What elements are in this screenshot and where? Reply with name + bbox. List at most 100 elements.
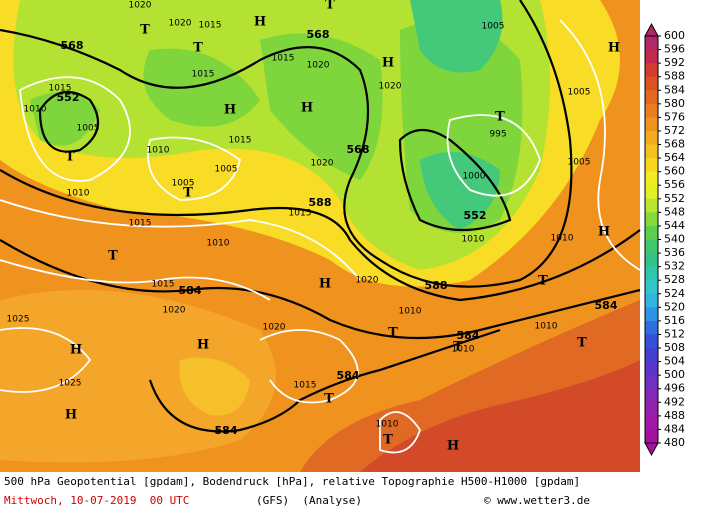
colorbar-end [644, 442, 659, 457]
isobar-label: 1015 [294, 381, 317, 391]
pressure-center: T [325, 0, 335, 13]
isobar-label: 1015 [199, 21, 222, 31]
isobar-label: 1005 [568, 88, 591, 98]
isobar-label: 1020 [311, 159, 334, 169]
area [410, 0, 503, 230]
isobar-label: 1010 [551, 234, 574, 244]
pressure-center: T [388, 326, 398, 341]
colorbar-label: 592 [664, 56, 685, 69]
colorbar-segment [645, 253, 658, 268]
isobar-label: 1010 [452, 345, 475, 355]
colorbar-segment [645, 212, 658, 227]
isobar-label: 1020 [263, 323, 286, 333]
isobar-label: 1000 [463, 172, 486, 182]
colorbar-segment [645, 36, 658, 51]
colorbar-label: 484 [664, 422, 685, 435]
colorbar-end [644, 22, 659, 37]
isobar-label: 1010 [67, 189, 90, 199]
colorbar-segment [645, 320, 658, 335]
pressure-center: H [70, 343, 82, 358]
colorbar-label: 544 [664, 219, 685, 232]
isobar-label: 1015 [49, 84, 72, 94]
footer-date: Mittwoch, 10-07-2019 00 UTC [4, 494, 189, 507]
isohypse-label: 584 [215, 424, 238, 437]
colorbar-segment [645, 375, 658, 390]
isobar-label: 1020 [379, 82, 402, 92]
colorbar-segment [645, 90, 658, 105]
area [0, 290, 276, 463]
colorbar-label: 556 [664, 178, 685, 191]
colorbar-segment [645, 361, 658, 376]
isobar-label: 1015 [152, 280, 175, 290]
isobar-label: 1010 [535, 322, 558, 332]
pressure-center: T [65, 150, 75, 165]
colorbar-segment [645, 266, 658, 281]
isobar-label: 1010 [376, 420, 399, 430]
area [360, 360, 640, 472]
isobar-label: 1010 [147, 146, 170, 156]
isohypse-label: 568 [61, 39, 84, 52]
colorbar-label: 552 [664, 192, 685, 205]
isobar-label: 1020 [307, 61, 330, 71]
colorbar-segment [645, 144, 658, 159]
map-labels: 568 552 568 568 588 552 584 588 584 584 584 584 1020… [7, 0, 621, 454]
colorbar-segment [645, 63, 658, 78]
colorbar-segment [645, 225, 658, 240]
colorbar-label: 492 [664, 395, 685, 408]
colorbar-label: 580 [664, 97, 685, 110]
pressure-center: T [183, 186, 193, 201]
isohypse-label: 584 [595, 299, 618, 312]
pressure-center: H [382, 56, 394, 71]
isobar-label: 1025 [59, 379, 82, 389]
isohypse-label: 552 [464, 209, 487, 222]
isobar-label: 1015 [272, 54, 295, 64]
area [30, 20, 523, 233]
isobar-label: 1015 [192, 70, 215, 80]
isobar-label: 1005 [77, 124, 100, 134]
colorbar-segment [645, 280, 658, 295]
isobar-label: 1010 [399, 307, 422, 317]
pressure-center: H [608, 41, 620, 56]
isohypse-label: 588 [425, 279, 448, 292]
colorbar-segment [645, 307, 658, 322]
pressure-center: H [598, 225, 610, 240]
colorbar-segment [645, 185, 658, 200]
isobar-label: 1005 [482, 22, 505, 32]
pressure-center: T [495, 110, 505, 125]
isobar-label: 995 [489, 130, 506, 140]
isobar-label: 1025 [7, 315, 30, 325]
colorbar-segment [645, 49, 658, 64]
isobar-label: 1010 [207, 239, 230, 249]
isobar-label: 1020 [356, 276, 379, 286]
isobar-label: 1020 [169, 19, 192, 29]
isobar-label: 1015 [129, 219, 152, 229]
footer-copyright: © www.wetter3.de [484, 494, 590, 507]
footer-model: (GFS) (Analyse) [256, 494, 362, 507]
isohypse-label: 584 [179, 284, 202, 297]
colorbar-segment [645, 158, 658, 173]
colorbar-label: 508 [664, 341, 685, 354]
pressure-center: T [140, 23, 150, 38]
colorbar-label: 536 [664, 246, 685, 259]
colorbar-label: 516 [664, 314, 685, 327]
map: 568 552 568 568 588 552 584 588 584 584 584 584 1020… [0, 0, 641, 472]
colorbar-label: 524 [664, 287, 685, 300]
pressure-center: T [453, 340, 463, 355]
colorbar-label: 528 [664, 273, 685, 286]
isobar-label: 1015 [289, 209, 312, 219]
colorbar-label: 500 [664, 368, 685, 381]
colorbar-label: 504 [664, 355, 685, 368]
isobar-label: 1005 [568, 158, 591, 168]
colorbar-label: 560 [664, 165, 685, 178]
colorbar-label: 548 [664, 205, 685, 218]
colorbar-segment [645, 402, 658, 417]
colorbar-segment [645, 130, 658, 146]
colorbar-label: 568 [664, 138, 685, 151]
colorbar-segment [645, 334, 658, 349]
colorbar-segment [645, 198, 658, 213]
isobar-label: 1020 [129, 1, 152, 11]
isohypse-label: 568 [347, 143, 370, 156]
colorbar-segment [645, 429, 658, 444]
footer-description: 500 hPa Geopotential [gpdam], Bodendruck… [4, 475, 580, 488]
